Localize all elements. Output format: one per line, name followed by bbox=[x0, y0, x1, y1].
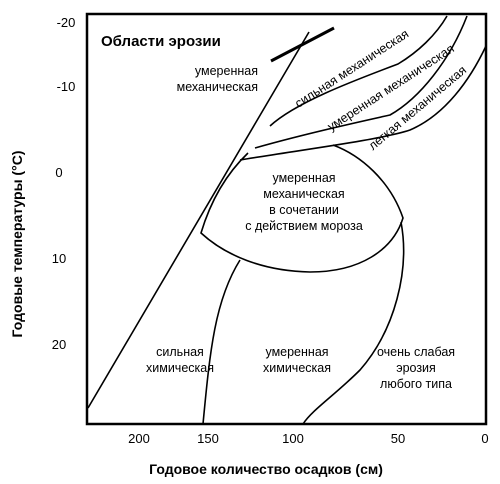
y-tick-label: 0 bbox=[55, 165, 62, 180]
region-boundaries bbox=[87, 15, 487, 425]
x-axis-title: Годовое количество осадков (см) bbox=[149, 461, 383, 477]
strong-mechanical-boundary bbox=[269, 15, 448, 127]
region-label-line: химическая bbox=[263, 361, 331, 375]
region-label-line: химическая bbox=[146, 361, 214, 375]
moderate-mechanical-boundary bbox=[254, 15, 468, 149]
region-label-line: умеренная bbox=[265, 345, 328, 359]
light-mechanical-boundary bbox=[239, 45, 487, 161]
region-label-line: умеренная bbox=[195, 64, 258, 78]
region-moderate-chemical: умеренная химическая bbox=[263, 345, 331, 375]
y-tick-label: -20 bbox=[57, 15, 76, 30]
region-label-line: механическая bbox=[177, 80, 258, 94]
x-tick-label: 0 bbox=[481, 431, 488, 446]
x-tick-label: 100 bbox=[282, 431, 304, 446]
x-tick-label: 200 bbox=[128, 431, 150, 446]
x-axis-ticks: 200 150 100 50 0 bbox=[128, 431, 488, 446]
x-tick-label: 150 bbox=[197, 431, 219, 446]
y-tick-label: 10 bbox=[52, 251, 66, 266]
region-label-line: в сочетании bbox=[269, 203, 339, 217]
region-label-line: с действием мороза bbox=[245, 219, 363, 233]
plot-frame bbox=[85, 12, 488, 426]
region-strong-chemical: сильная химическая bbox=[146, 345, 214, 375]
region-frost-combined: умеренная механическая в сочетании с дей… bbox=[245, 171, 363, 233]
x-tick-label: 50 bbox=[391, 431, 405, 446]
dry-limit-bold-line bbox=[270, 26, 335, 63]
y-axis-ticks: -20 -10 0 10 20 bbox=[52, 15, 76, 352]
region-moderate-mechanical-top: умеренная механическая bbox=[177, 64, 258, 94]
y-tick-label: -10 bbox=[57, 79, 76, 94]
region-very-light-erosion: очень слабая эрозия любого типа bbox=[377, 345, 455, 391]
region-label-line: очень слабая bbox=[377, 345, 455, 359]
diagonal-boundary bbox=[87, 31, 310, 409]
region-label-line: эрозия bbox=[396, 361, 436, 375]
y-tick-label: 20 bbox=[52, 337, 66, 352]
region-label-line: сильная bbox=[156, 345, 204, 359]
region-label-line: любого типа bbox=[380, 377, 452, 391]
region-label-line: умеренная bbox=[272, 171, 335, 185]
moderate-chemical-boundary bbox=[302, 221, 405, 425]
diagram-title: Области эрозии bbox=[101, 33, 221, 50]
frost-region-boundary bbox=[200, 144, 404, 273]
region-label-line: механическая bbox=[263, 187, 344, 201]
y-axis-title: Годовые температуры (°С) bbox=[9, 151, 25, 338]
strong-chemical-boundary bbox=[202, 259, 241, 425]
